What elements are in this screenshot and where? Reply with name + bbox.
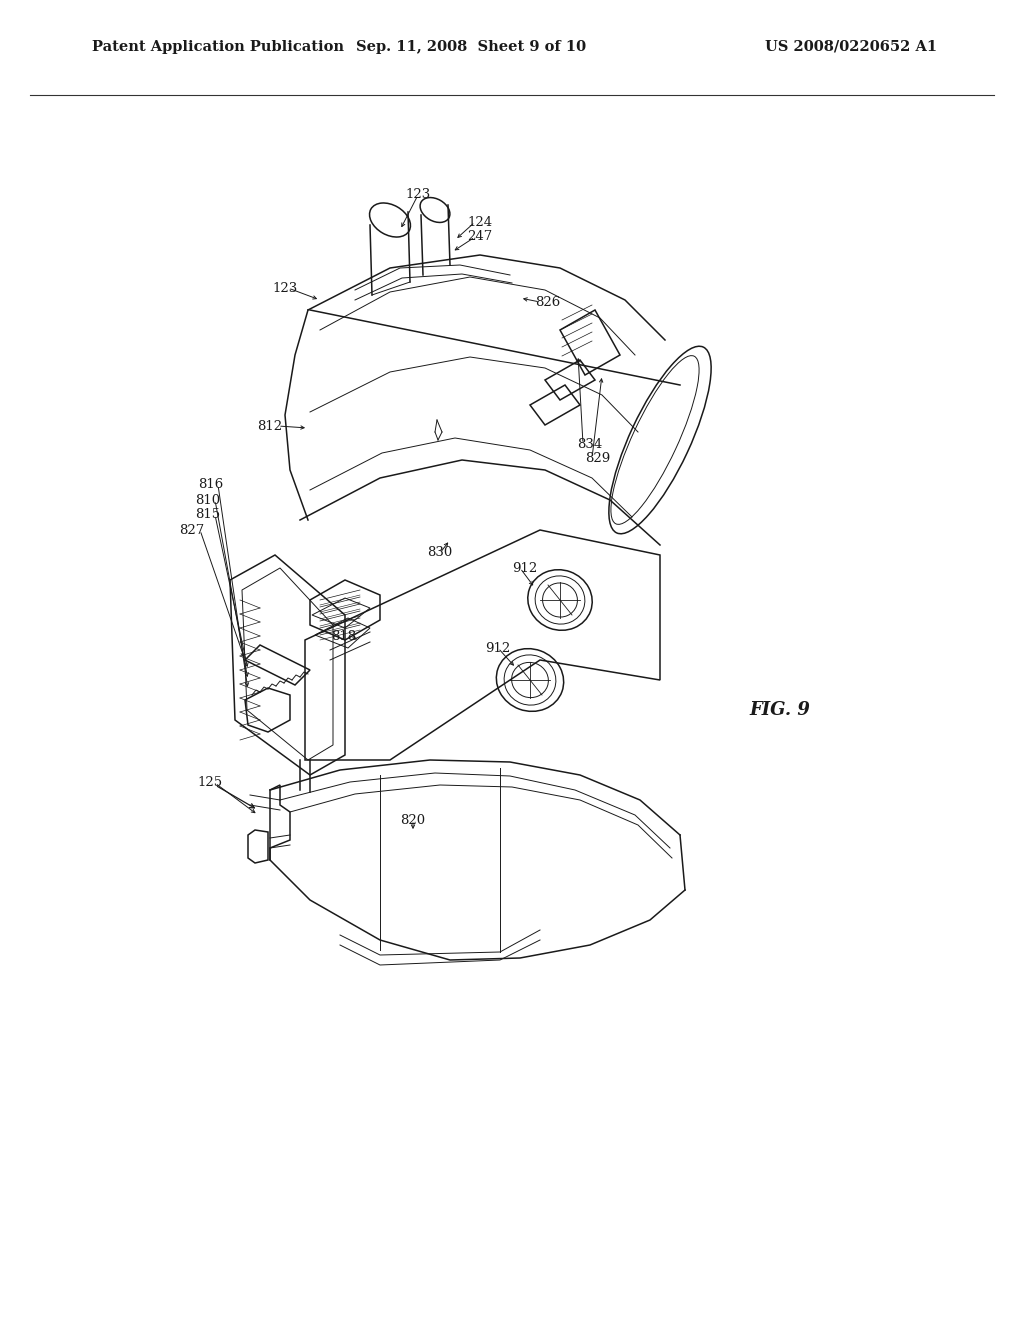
Text: 912: 912 bbox=[485, 642, 511, 655]
Text: 812: 812 bbox=[257, 420, 283, 433]
Text: 826: 826 bbox=[536, 296, 560, 309]
Text: 123: 123 bbox=[406, 189, 431, 202]
Text: 125: 125 bbox=[198, 776, 222, 789]
Text: 815: 815 bbox=[196, 508, 220, 521]
Text: 810: 810 bbox=[196, 494, 220, 507]
Text: 827: 827 bbox=[179, 524, 205, 536]
Text: 124: 124 bbox=[467, 215, 493, 228]
Text: 247: 247 bbox=[467, 231, 493, 243]
Text: 829: 829 bbox=[586, 451, 610, 465]
Text: 816: 816 bbox=[199, 479, 223, 491]
Text: Patent Application Publication: Patent Application Publication bbox=[92, 40, 344, 54]
Text: Sep. 11, 2008  Sheet 9 of 10: Sep. 11, 2008 Sheet 9 of 10 bbox=[356, 40, 586, 54]
Text: 123: 123 bbox=[272, 281, 298, 294]
Text: 820: 820 bbox=[400, 813, 426, 826]
Text: 834: 834 bbox=[578, 437, 603, 450]
Text: 912: 912 bbox=[512, 561, 538, 574]
Text: 830: 830 bbox=[427, 546, 453, 560]
Text: 818: 818 bbox=[332, 631, 356, 644]
Text: FIG. 9: FIG. 9 bbox=[750, 701, 810, 719]
Text: US 2008/0220652 A1: US 2008/0220652 A1 bbox=[765, 40, 937, 54]
